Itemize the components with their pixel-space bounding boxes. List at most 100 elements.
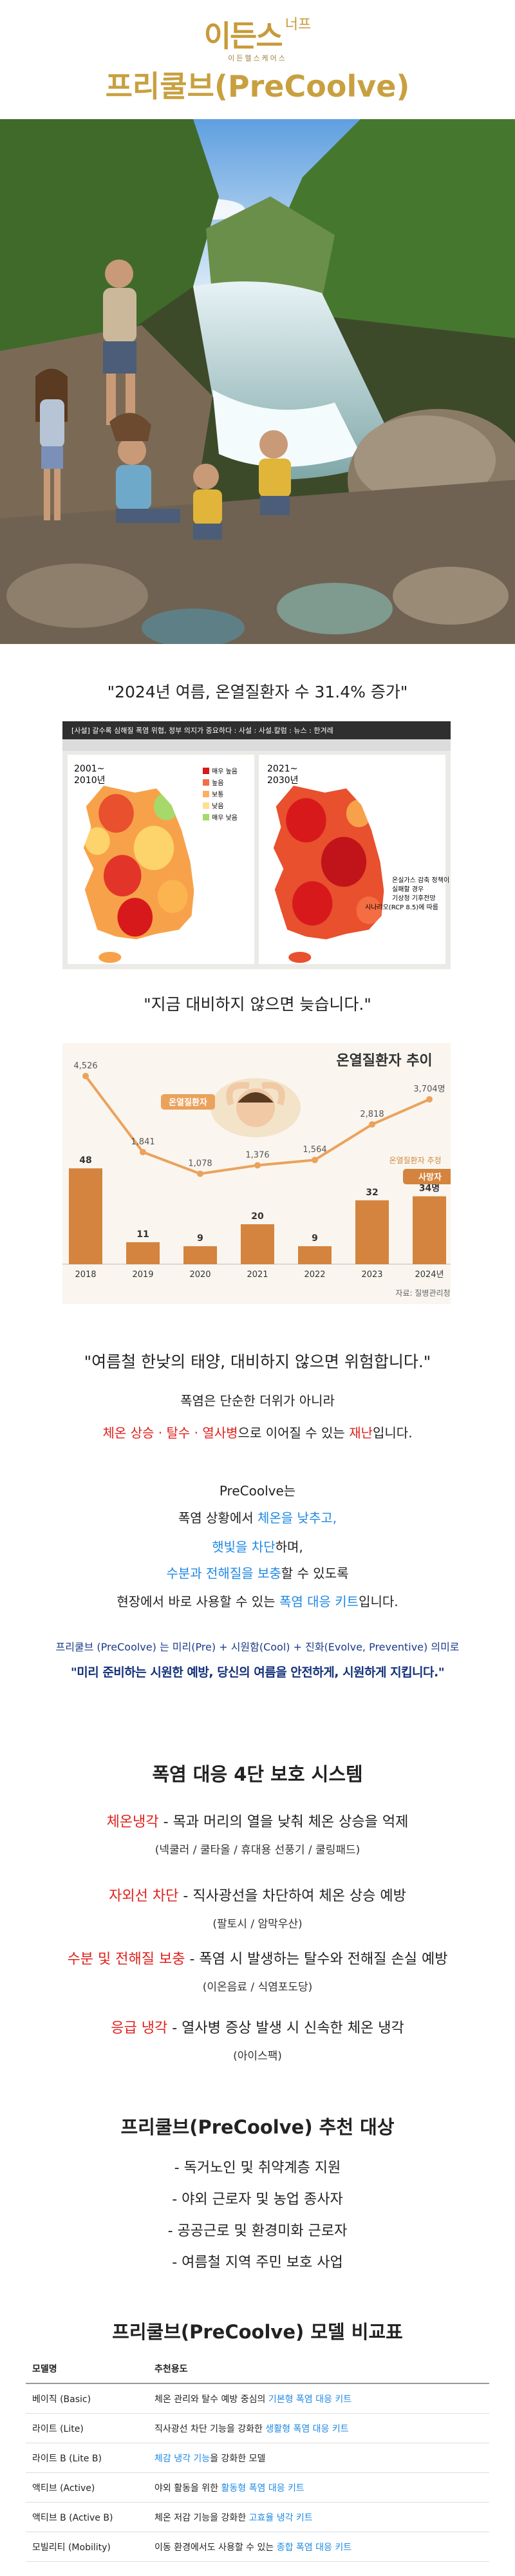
value-label: 1,564 (303, 1145, 326, 1155)
map-note: 온실가스 감축 정책이 실패할 경우 기상청 기후전망 시나리오(RCP 8.5… (365, 876, 449, 911)
chart: 온열질환자 추이 자료: 질병관리청 2018 2019 2020 2021 2022 2… (62, 1043, 451, 1304)
text: 입니다. (359, 1594, 398, 1609)
logo-sub: 이든헬스케어스 (228, 54, 287, 62)
point (312, 1157, 318, 1164)
illustration (211, 1078, 301, 1137)
model-use: 체온 관리와 탈수 예방 중심의 기본형 폭염 대응 키트 (148, 2383, 489, 2414)
text: 폭염 상황에서 (178, 1510, 258, 1526)
page-title: 프리쿨브(PreCoolve) (105, 69, 410, 104)
model-use: 야외 활동을 위한 활동형 폭염 대응 키트 (148, 2472, 489, 2503)
text: 체온 저감 기능을 강화한 (154, 2512, 249, 2523)
value-label: 32 (366, 1188, 378, 1198)
value-label: 4,526 (73, 1061, 97, 1071)
section-title: 프리쿨브(PreCoolve) 추천 대상 (120, 2116, 395, 2138)
table-row: 라이트 (Lite) 직사광선 차단 기능을 강화한 생활형 폭염 대응 키트 (26, 2413, 489, 2443)
highlight: 햇빛을 차단 (212, 1539, 276, 1555)
quote: "지금 대비하지 않으면 늦습니다." (144, 995, 371, 1014)
table-row: 액티브 (Active) 야외 활동을 위한 활동형 폭염 대응 키트 (26, 2472, 489, 2503)
logo-side: 너프 (285, 17, 312, 33)
highlight: 고효율 냉각 키트 (248, 2512, 313, 2523)
intro-line: PreCoolve는 (219, 1483, 296, 1499)
item-products: (이온음료 / 식염포도당) (202, 1981, 313, 1994)
item-products: (넥쿨러 / 쿨타올 / 휴대용 선풍기 / 쿨링패드) (154, 1844, 360, 1857)
value-label: 20 (251, 1211, 264, 1222)
item-desc: - 직사광선을 차단하여 체온 상승 예방 (178, 1888, 406, 1904)
value-label: 9 (312, 1233, 318, 1244)
text: 야외 활동을 위한 (154, 2483, 221, 2494)
point (197, 1170, 203, 1177)
item-name: 수분 및 전해질 보충 (67, 1951, 185, 1967)
system-item: 수분 및 전해질 보충 - 폭염 시 발생하는 탈수와 전해질 손실 예방 (0, 1949, 515, 1970)
target-item: - 공공근로 및 환경미화 근로자 (167, 2223, 348, 2239)
news-headline: [사설] 갈수록 심해질 폭염 위협, 정부 의지가 중요하다 : 사설 : 사… (71, 726, 333, 735)
period-right: 2030년 (267, 775, 299, 786)
model-table: 모델명 추천용도 베이직 (Basic) 체온 관리와 탈수 예방 중심의 기본형… (26, 2354, 489, 2562)
table-row: 라이트 B (Lite B) 체감 냉각 기능을 강화한 모델 (26, 2443, 489, 2473)
table-row: 액티브 B (Active B) 체온 저감 기능을 강화한 고효율 냉각 키트 (26, 2502, 489, 2532)
x-tick-label: 2019 (132, 1270, 153, 1280)
highlight: 생활형 폭염 대응 키트 (265, 2423, 349, 2434)
logo-main: 이든스 (203, 19, 283, 53)
point (254, 1162, 261, 1169)
model-name: 모빌리티 (Mobility) (26, 2532, 148, 2562)
x-tick-label: 2021 (247, 1270, 268, 1280)
bar (69, 1168, 102, 1264)
series-tag: 온열질환자 (169, 1097, 207, 1108)
model-use: 직사광선 차단 기능을 강화한 생활형 폭염 대응 키트 (148, 2413, 489, 2443)
value-label: 2,818 (360, 1110, 384, 1119)
text: 현장에서 바로 사용할 수 있는 (117, 1594, 279, 1609)
item-products: (팔토시 / 암막우산) (212, 1918, 303, 1931)
text: 입니다. (373, 1425, 413, 1441)
item-desc: - 폭염 시 발생하는 탈수와 전해질 손실 예방 (185, 1951, 448, 1967)
chart-title: 온열질환자 추이 (336, 1053, 432, 1069)
value-label: 1,078 (188, 1159, 212, 1169)
highlight: 활동형 폭염 대응 키트 (221, 2483, 304, 2494)
quote: "여름철 한낮의 태양, 대비하지 않으면 위험합니다." (84, 1352, 431, 1371)
target-item: - 야외 근로자 및 농업 종사자 (172, 2192, 343, 2208)
bar (126, 1242, 160, 1264)
bar (241, 1224, 274, 1264)
legend-label: 높음 (212, 779, 223, 787)
annotation: 온열질환자 추정 (389, 1156, 441, 1165)
system-item: 응급 냉각 - 열사병 증상 발생 시 신속한 체온 냉각 (0, 2018, 515, 2039)
table-row: 모빌리티 (Mobility) 이동 환경에서도 사용할 수 있는 종합 폭염 대… (26, 2532, 489, 2562)
header-cell: 추천용도 (148, 2354, 489, 2384)
text: 을 강화한 모델 (210, 2453, 266, 2464)
model-use: 체감 냉각 기능을 강화한 모델 (148, 2443, 489, 2473)
model-name: 라이트 (Lite) (26, 2413, 148, 2443)
item-name: 응급 냉각 (111, 2020, 168, 2036)
bar (183, 1246, 217, 1264)
hero-photo (0, 119, 515, 644)
point (82, 1072, 89, 1079)
value-label: 1,841 (131, 1137, 154, 1147)
quote: "2024년 여름, 온열질환자 수 31.4% 증가" (107, 683, 408, 701)
system-item: 체온냉각 - 목과 머리의 열을 낮춰 체온 상승을 억제 (0, 1812, 515, 1833)
note-line: 시나리오(RCP 8.5)에 따름 (365, 904, 438, 911)
x-tick-label: 2024년 (415, 1270, 444, 1280)
highlight: 체온을 낮추고, (258, 1510, 337, 1526)
value-label: 34명 (419, 1183, 440, 1194)
model-name: 액티브 B (Active B) (26, 2502, 148, 2532)
value-label: 3,704명 (413, 1084, 445, 1094)
item-desc: - 목과 머리의 열을 낮춰 체온 상승을 억제 (158, 1814, 409, 1830)
model-use: 이동 환경에서도 사용할 수 있는 종합 폭염 대응 키트 (148, 2532, 489, 2562)
section-title: 폭염 대응 4단 보호 시스템 (152, 1763, 363, 1785)
model-name: 베이직 (Basic) (26, 2383, 148, 2414)
point (140, 1148, 146, 1155)
legend-label: 매우 높음 (212, 768, 238, 775)
text: 하며, (275, 1539, 303, 1555)
value-label: 1,376 (245, 1150, 269, 1160)
intro-line: 현장에서 바로 사용할 수 있는 폭염 대응 키트입니다. (0, 1592, 515, 1611)
note-line: 온실가스 감축 정책이 (392, 876, 449, 884)
intro-line: 햇빛을 차단하며, (0, 1537, 515, 1557)
value-label: 9 (197, 1233, 203, 1244)
bar (298, 1246, 332, 1264)
item-products: (아이스팩) (233, 2050, 282, 2063)
bar (355, 1200, 389, 1264)
text: 이동 환경에서도 사용할 수 있는 (154, 2542, 277, 2553)
x-tick-label: 2018 (75, 1270, 96, 1280)
period-left: 2001~ (74, 764, 104, 774)
table-header: 모델명 추천용도 (26, 2354, 489, 2384)
legend-label: 낮음 (212, 802, 223, 810)
note-line: 기상청 기후전망 (392, 895, 436, 902)
